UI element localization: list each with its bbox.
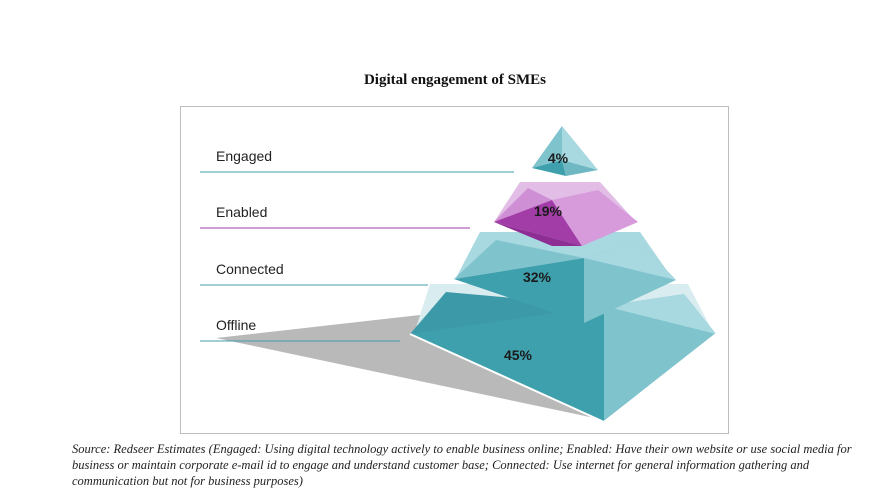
tier-enabled-left-face	[494, 188, 552, 222]
tier-connected-front-face	[454, 258, 584, 323]
tier-label-connected: Connected	[216, 261, 284, 277]
tier-value-enabled: 19%	[534, 203, 563, 219]
tier-engaged-front-face	[532, 160, 566, 176]
diagram-title: Digital engagement of SMEs	[363, 72, 547, 88]
tier-enabled-front-lower	[494, 222, 582, 246]
tier-offline-right-top	[604, 294, 716, 334]
tier-offline-edge	[409, 333, 717, 424]
tier-label-offline: Offline	[216, 317, 256, 333]
tier-connected-left-face	[454, 240, 584, 279]
tier-label-engaged: Engaged	[216, 148, 272, 164]
diagram-frame	[180, 106, 729, 434]
tier-engaged-right-face	[562, 126, 598, 170]
tier-engaged	[532, 126, 598, 176]
tier-connected	[454, 232, 676, 323]
tier-offline-front-face	[410, 306, 604, 422]
tier-label-enabled: Enabled	[216, 204, 267, 220]
tier-value-connected: 32%	[523, 269, 552, 285]
tier-value-offline: 45%	[504, 347, 533, 363]
tier-value-engaged: 4%	[548, 150, 569, 166]
tier-enabled-front-face	[494, 200, 582, 246]
tier-connected-right-top	[584, 242, 676, 280]
tier-engaged-left-face	[532, 126, 562, 168]
source-note: Source: Redseer Estimates (Engaged: Usin…	[72, 442, 852, 488]
tier-engaged-right-lower	[562, 160, 598, 176]
tier-enabled	[494, 182, 638, 246]
tier-enabled-right-face	[552, 190, 638, 246]
